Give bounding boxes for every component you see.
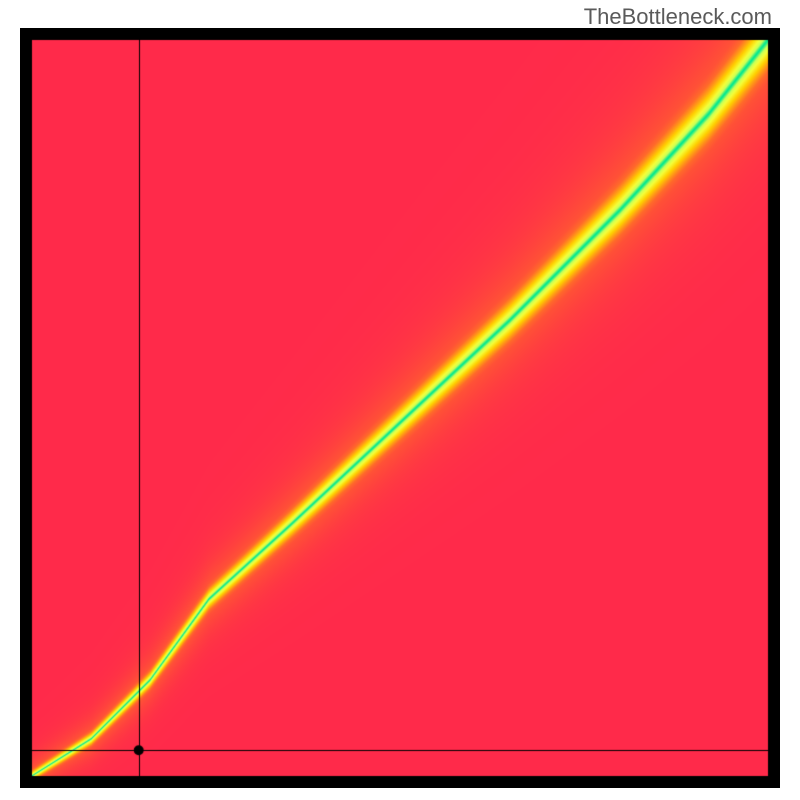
- heatmap-plot: [20, 28, 780, 788]
- watermark-text: TheBottleneck.com: [584, 4, 772, 30]
- root-container: TheBottleneck.com: [0, 0, 800, 800]
- heatmap-canvas: [20, 28, 780, 788]
